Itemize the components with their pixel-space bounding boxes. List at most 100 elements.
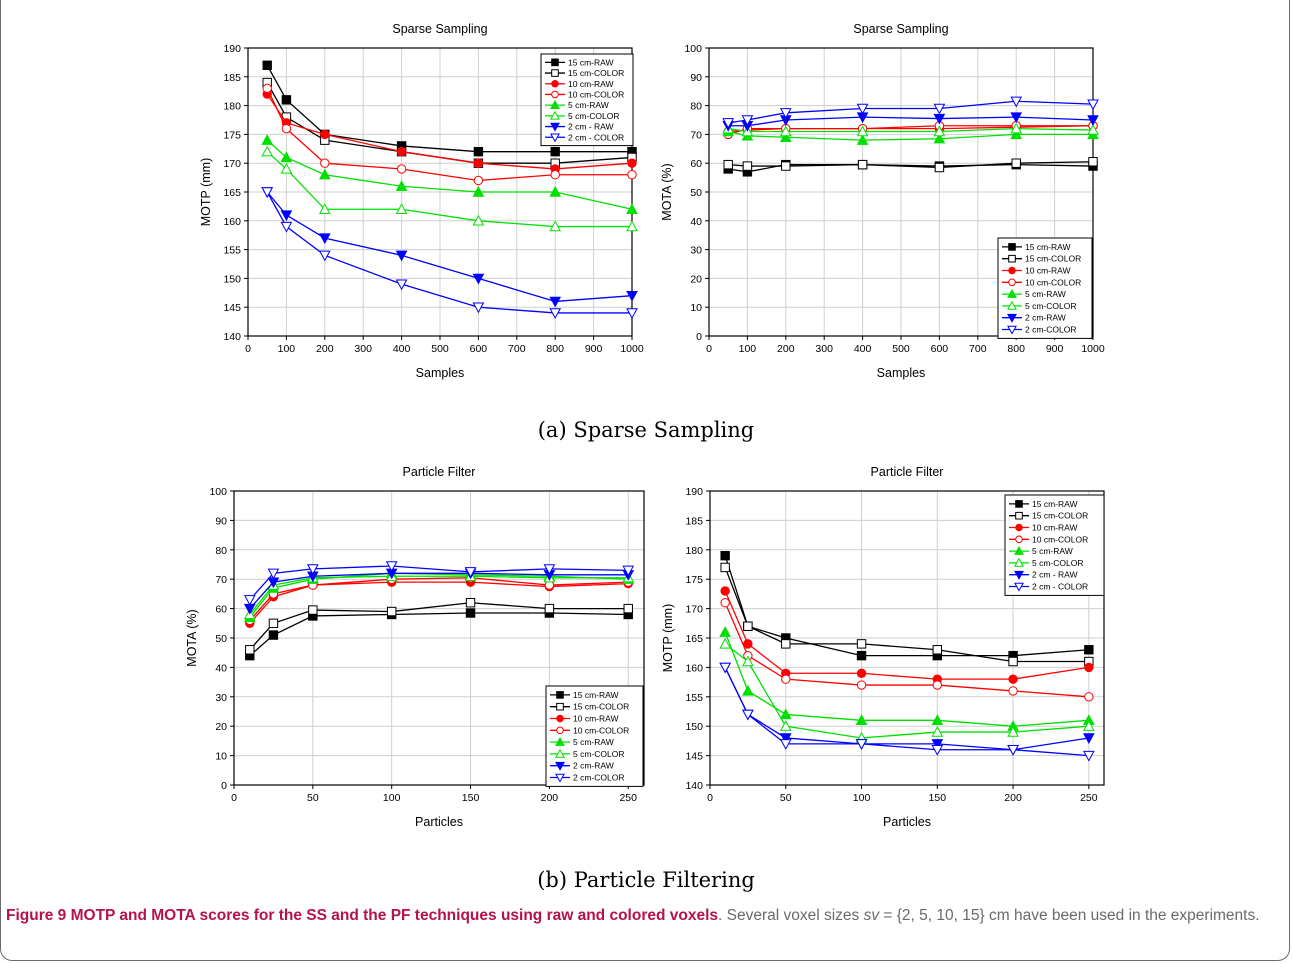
- legend-label: 10 cm-RAW: [1025, 266, 1071, 276]
- x-tick-label: 250: [1080, 792, 1098, 804]
- data-point: [1010, 96, 1023, 108]
- series-line: [249, 581, 629, 624]
- data-point: [262, 83, 272, 94]
- y-tick-label: 10: [690, 302, 702, 314]
- legend-label: 15 cm-RAW: [573, 690, 619, 700]
- data-point: [1008, 686, 1018, 696]
- chart-pf-mota: 0 50 100 150 200 250 0 10 20 30 40 50 60 70 80 90 100 Par…: [185, 465, 645, 829]
- data-point: [318, 250, 331, 262]
- x-tick-label: 0: [707, 792, 713, 804]
- series-line: [249, 602, 629, 651]
- data-point: [855, 714, 868, 726]
- data-point: [779, 125, 792, 137]
- y-tick-label: 70: [215, 574, 227, 586]
- y-tick-label: 175: [223, 129, 241, 141]
- y-tick-label: 155: [223, 245, 241, 257]
- series-line: [266, 191, 633, 303]
- data-point: [742, 161, 753, 171]
- data-point: [320, 158, 330, 168]
- y-tick-label: 180: [223, 101, 241, 113]
- series-line: [724, 631, 1089, 727]
- data-point: [1084, 692, 1094, 702]
- x-tick-label: 200: [777, 343, 795, 355]
- data-point: [856, 125, 869, 137]
- legend-marker: [551, 69, 559, 77]
- y-tick-label: 60: [215, 604, 227, 616]
- y-tick-label: 50: [215, 633, 227, 645]
- x-tick-label: 0: [231, 792, 237, 804]
- data-point: [933, 125, 946, 137]
- legend-label: 5 cm-COLOR: [1025, 301, 1076, 311]
- data-point: [781, 639, 791, 649]
- legend-marker: [1007, 288, 1017, 298]
- legend-label: 15 cm-COLOR: [1025, 254, 1081, 264]
- legend-label: 10 cm-COLOR: [1025, 277, 1081, 287]
- data-point: [1087, 124, 1099, 135]
- legend-marker: [1008, 266, 1016, 275]
- data-point: [1088, 157, 1098, 167]
- y-axis-label: MOTA (%): [185, 609, 199, 666]
- data-point: [544, 603, 555, 614]
- y-tick-label: 170: [685, 604, 703, 616]
- chart-ss-mota: 0 100 200 300 400 500 600 700 800 900 1000 0 10 20 30 4…: [660, 22, 1105, 380]
- series-line: [724, 643, 1089, 739]
- x-tick-label: 800: [546, 343, 564, 355]
- data-point: [386, 606, 397, 617]
- y-tick-label: 170: [223, 158, 241, 170]
- data-point: [473, 158, 484, 168]
- data-point: [261, 134, 274, 145]
- x-tick-label: 300: [815, 343, 833, 355]
- data-point: [1008, 656, 1018, 667]
- data-point: [933, 103, 946, 115]
- series-line: [724, 667, 1089, 757]
- data-point: [855, 739, 868, 750]
- legend-label: 2 cm - RAW: [1032, 570, 1078, 580]
- data-point: [856, 668, 867, 678]
- data-point: [742, 709, 754, 721]
- chart-title: Sparse Sampling: [392, 22, 487, 36]
- data-point: [549, 185, 562, 197]
- y-axis-label: MOTP (mm): [199, 158, 213, 227]
- y-tick-label: 145: [685, 751, 703, 763]
- y-tick-label: 175: [685, 574, 703, 586]
- y-tick-label: 140: [685, 780, 703, 792]
- x-tick-label: 600: [931, 343, 949, 355]
- data-point: [626, 308, 638, 320]
- data-point: [385, 561, 398, 573]
- legend-marker: [1008, 278, 1016, 287]
- data-point: [722, 118, 735, 129]
- data-point: [1083, 720, 1095, 731]
- legend-marker: [1007, 325, 1017, 335]
- data-point: [318, 233, 331, 245]
- y-tick-label: 150: [685, 721, 703, 733]
- data-point: [307, 564, 319, 575]
- legend-label: 15 cm-COLOR: [1032, 511, 1088, 521]
- x-tick-label: 900: [585, 343, 603, 355]
- data-point: [856, 650, 867, 661]
- data-point: [932, 680, 943, 690]
- x-tick-label: 900: [1046, 343, 1064, 355]
- data-point: [395, 279, 408, 291]
- data-point: [1083, 750, 1095, 762]
- x-tick-label: 0: [706, 343, 712, 355]
- data-point: [856, 680, 867, 690]
- data-point: [720, 562, 730, 573]
- legend-label: 5 cm-RAW: [573, 737, 614, 747]
- x-axis-label: Particles: [883, 815, 931, 829]
- y-tick-label: 60: [690, 158, 702, 170]
- figure-caption: Figure 9 MOTP and MOTA scores for the SS…: [6, 902, 1286, 929]
- legend-marker: [1008, 254, 1016, 263]
- y-tick-label: 165: [685, 633, 703, 645]
- data-point: [318, 203, 331, 214]
- data-point: [931, 739, 944, 750]
- data-point: [931, 726, 944, 737]
- data-point: [268, 630, 279, 640]
- legend-label: 2 cm-RAW: [1025, 313, 1066, 323]
- data-point: [720, 598, 730, 608]
- x-tick-label: 400: [393, 343, 411, 355]
- data-point: [626, 220, 638, 232]
- figure-variable: sv: [863, 907, 880, 924]
